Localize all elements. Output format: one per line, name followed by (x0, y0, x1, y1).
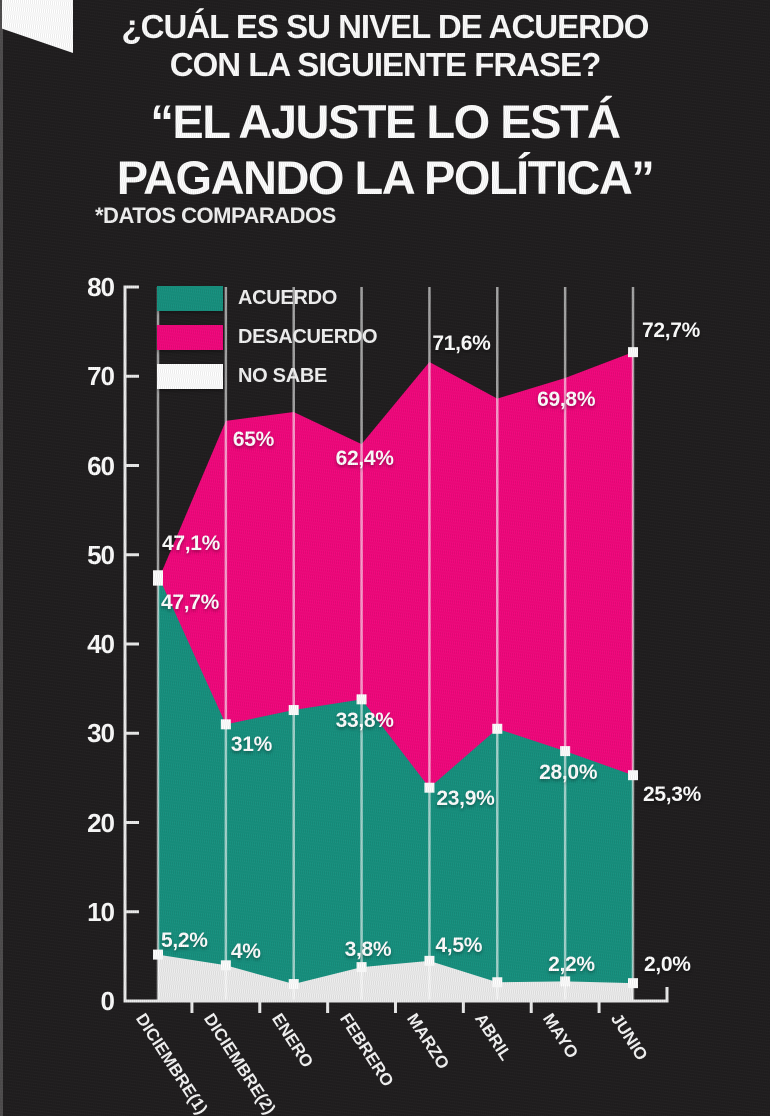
quoted-phrase-title: “EL AJUSTE LO ESTÁ PAGANDO LA POLÍTICA” (20, 94, 750, 206)
legend-swatch (157, 364, 223, 389)
y-tick-label-60: 60 (87, 450, 115, 481)
data-label-acuerdo-7: 28,0% (539, 761, 598, 785)
legend-label: NO SABE (238, 365, 328, 387)
data-label-acuerdo-2: 31% (230, 733, 272, 757)
legend-swatch (157, 286, 223, 311)
data-label-desacuerdo-8: 72,7% (641, 319, 701, 343)
data-label-desacuerdo-7: 69,8% (537, 388, 596, 412)
y-tick-label-40: 40 (87, 629, 115, 659)
data-label-acuerdo-1: 47,7% (161, 591, 220, 615)
data-label-no-sabe-7: 2,2% (548, 953, 595, 977)
data-label-acuerdo-5: 23,9% (436, 786, 495, 810)
chart-legend: ACUERDO DESACUERDO NO SABE (157, 286, 378, 403)
legend-label: ACUERDO (238, 287, 338, 309)
y-tick-label-20: 20 (87, 807, 115, 838)
y-tick-label-10: 10 (87, 896, 115, 927)
data-label-desacuerdo-1: 47,1% (162, 531, 221, 555)
legend-row-no-sabe: NO SABE (157, 364, 377, 389)
data-label-desacuerdo-2: 65% (232, 427, 274, 451)
y-tick-label-0: 0 (100, 986, 115, 1016)
data-label-desacuerdo-4: 62,4% (335, 447, 394, 471)
y-tick-label-30: 30 (87, 718, 115, 749)
y-tick-label-80: 80 (87, 272, 115, 302)
legend-swatch (157, 325, 223, 350)
legend-label: DESACUERDO (238, 326, 378, 348)
data-label-no-sabe-8: 2,0% (643, 953, 691, 977)
quote-line-1: “EL AJUSTE LO ESTÁ (150, 95, 621, 148)
data-label-no-sabe-4: 3,8% (344, 938, 392, 962)
y-tick-label-50: 50 (87, 539, 115, 570)
page-left-edge-decoration (0, 0, 3, 1116)
legend-row-desacuerdo: DESACUERDO (157, 325, 378, 350)
legend-row-acuerdo: ACUERDO (157, 286, 377, 311)
footnote-datos-comparados: *DATOS COMPARADOS (95, 203, 336, 228)
question-line-2: CON LA SIGUIENTE FRASE? (169, 46, 601, 83)
data-label-acuerdo-4: 33,8% (335, 709, 394, 733)
data-label-no-sabe-1: 5,2% (161, 928, 208, 952)
data-label-desacuerdo-5: 71,6% (432, 331, 491, 355)
data-label-no-sabe-5: 4,5% (435, 933, 483, 957)
question-line-1: ¿CUÁL ES SU NIVEL DE ACUERDO (121, 8, 650, 45)
data-label-no-sabe-2: 4% (230, 940, 261, 964)
question-title: ¿CUÁL ES SU NIVEL DE ACUERDO CON LA SIGU… (20, 8, 750, 84)
quote-line-2: PAGANDO LA POLÍTICA” (116, 151, 655, 204)
y-tick-label-70: 70 (87, 361, 115, 392)
data-label-acuerdo-8: 25,3% (642, 783, 702, 807)
